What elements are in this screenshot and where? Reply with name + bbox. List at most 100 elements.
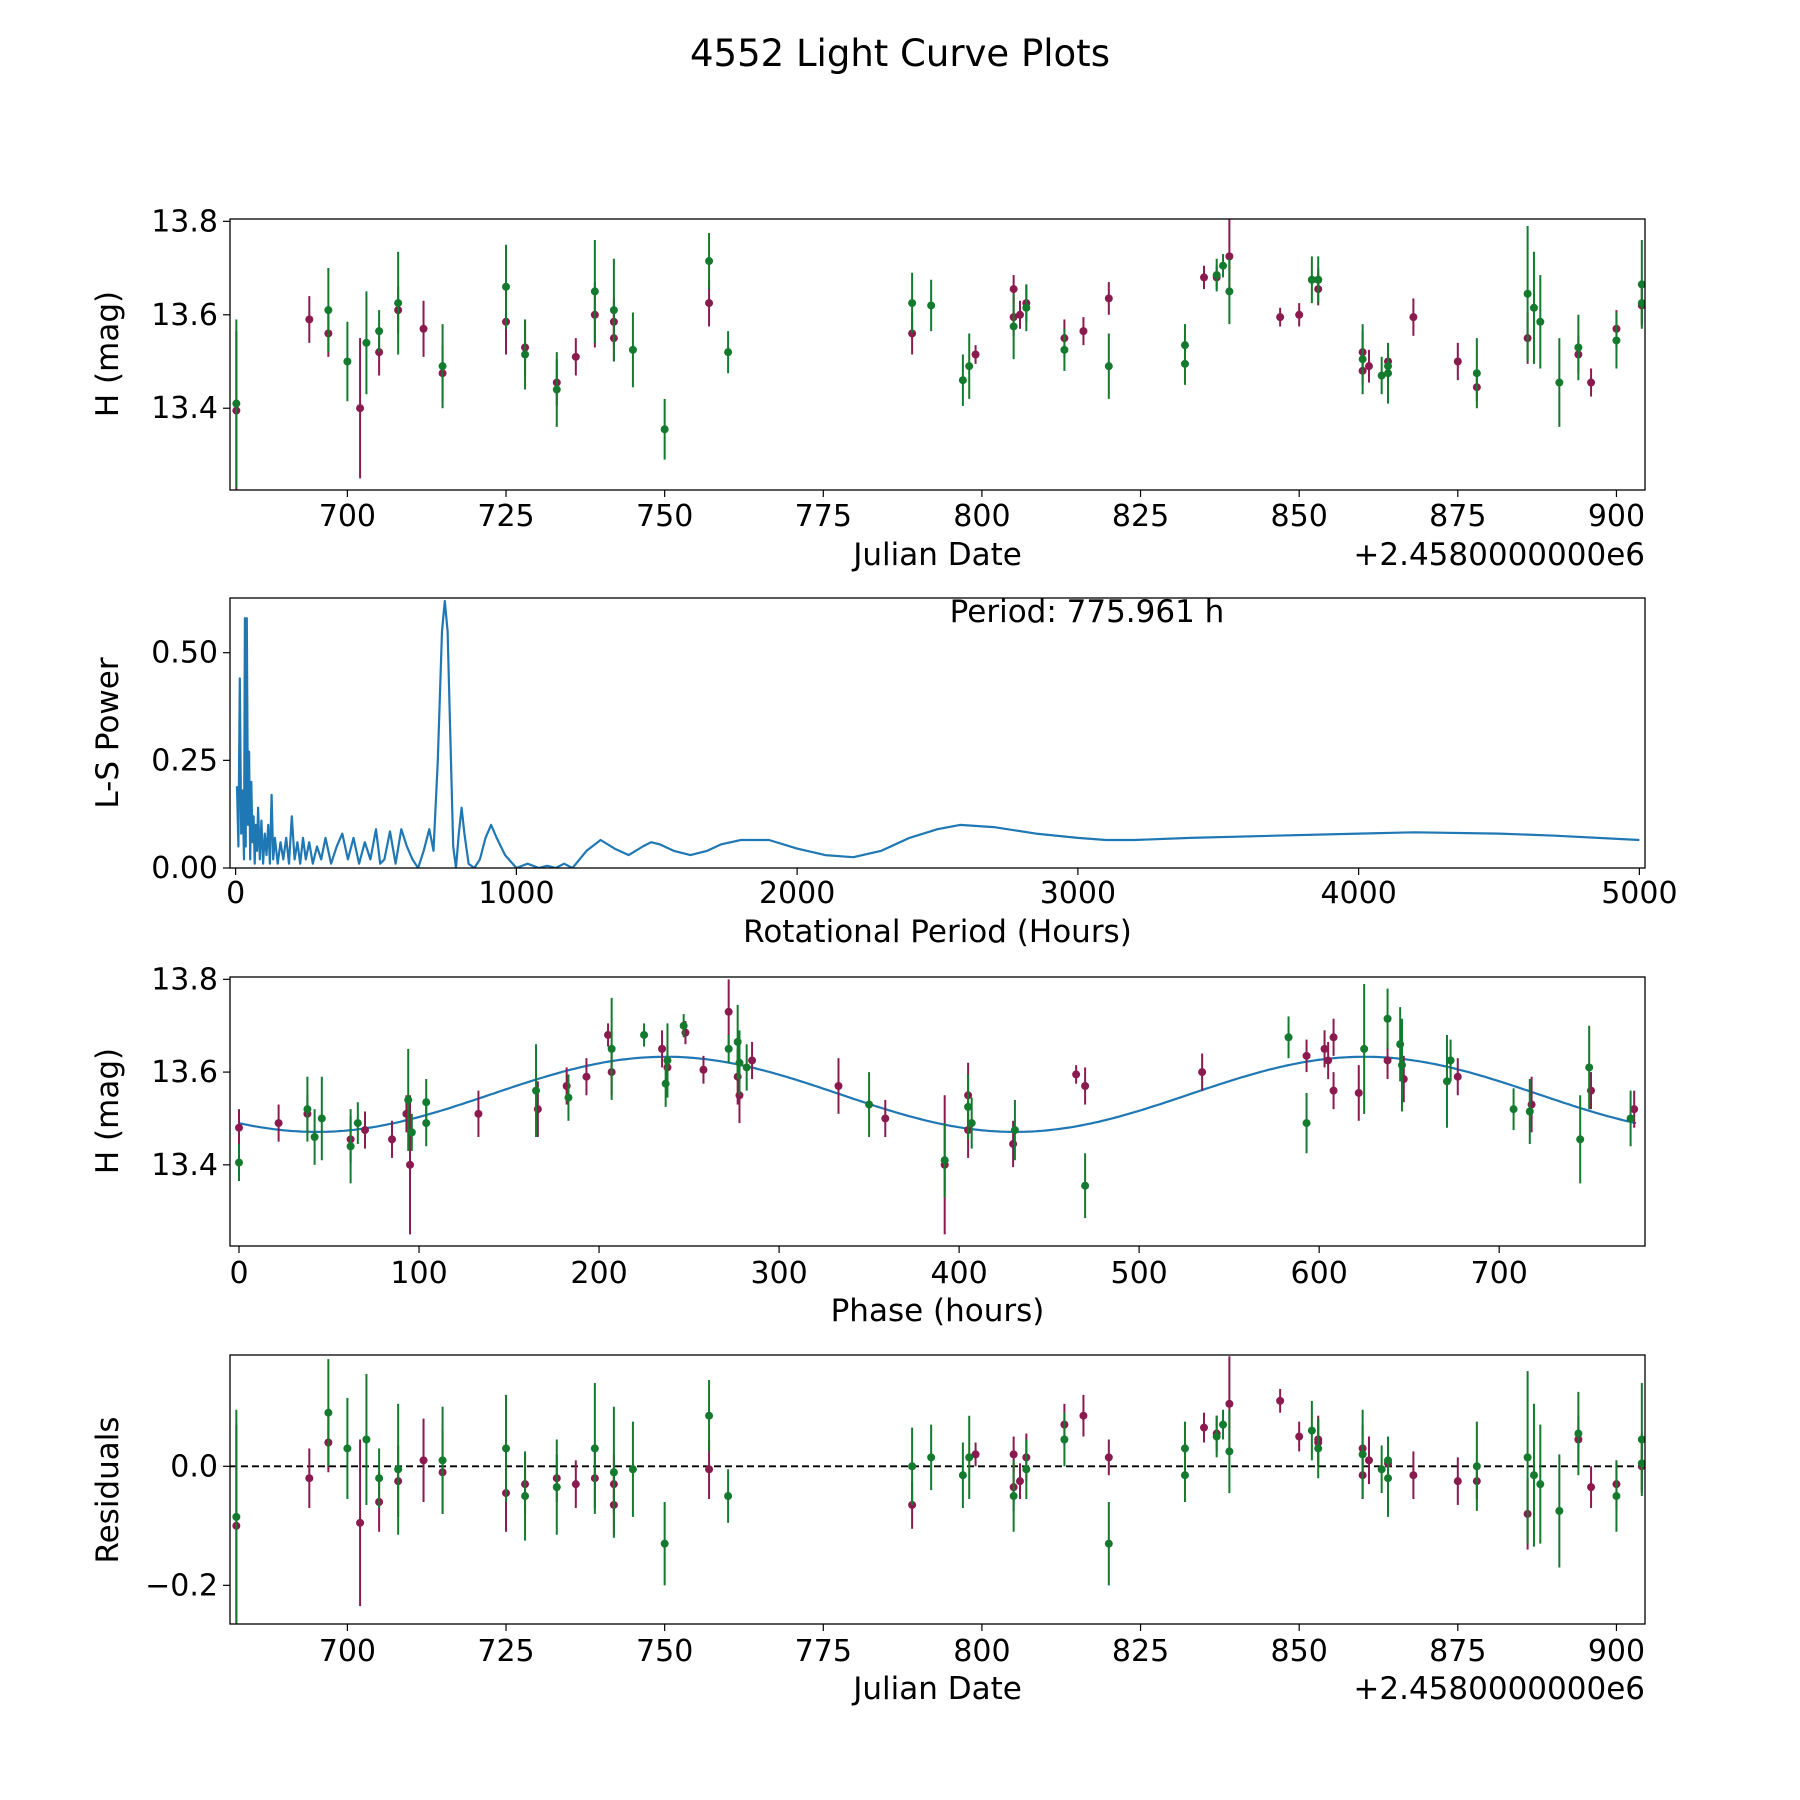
data-point (1576, 1135, 1585, 1144)
axes-frame (229, 218, 1646, 491)
figure-title: 4552 Light Curve Plots (690, 32, 1110, 75)
data-point (1630, 1105, 1639, 1114)
data-point (742, 1063, 751, 1072)
y-tick-label: 13.8 (151, 204, 218, 239)
y-tick-label: −0.2 (145, 1568, 218, 1603)
y-tick-label: 13.6 (151, 1055, 218, 1090)
data-point (1364, 362, 1373, 371)
data-point (404, 1095, 413, 1104)
y-tick-label: 0.00 (151, 851, 218, 886)
data-point (343, 357, 352, 366)
data-point (1081, 1181, 1090, 1190)
data-point (317, 1114, 326, 1123)
data-point (582, 1072, 591, 1081)
data-point (375, 1474, 384, 1483)
data-point (1364, 1456, 1373, 1465)
data-point (1015, 1477, 1024, 1486)
x-tick-label: 4000 (1320, 876, 1396, 911)
data-point (1612, 1492, 1621, 1501)
x-tick-label: 800 (953, 499, 1010, 534)
data-point (1225, 252, 1234, 261)
data-point (356, 1518, 365, 1527)
x-tick-label: 300 (750, 1256, 807, 1291)
data-point (521, 1492, 530, 1501)
y-axis-label: Residuals (90, 1416, 126, 1563)
data-point (705, 1465, 714, 1474)
x-tick-label: 700 (319, 499, 376, 534)
data-point (1637, 1459, 1645, 1468)
x-tick-label: 1000 (478, 876, 554, 911)
data-point (419, 1456, 428, 1465)
data-point (1472, 369, 1481, 378)
x-tick-label: 700 (1471, 1256, 1528, 1291)
data-point (735, 1058, 744, 1067)
data-point (552, 385, 561, 394)
data-point (1529, 1471, 1538, 1480)
data-point (1587, 378, 1596, 387)
data-point (1612, 336, 1621, 345)
power-line (235, 599, 1640, 868)
data-point (1200, 1423, 1209, 1432)
y-axis-label: H (mag) (90, 291, 126, 417)
data-point (1358, 1450, 1367, 1459)
x-axis-label: Julian Date (851, 537, 1022, 573)
data-point (394, 1465, 403, 1474)
data-point (1060, 1435, 1069, 1444)
x-tick-label: 825 (1112, 499, 1169, 534)
data-point (908, 1462, 917, 1471)
y-tick-label: 0.0 (170, 1449, 218, 1484)
data-point (394, 299, 403, 308)
data-point (521, 350, 530, 359)
data-point (1225, 287, 1234, 296)
data-point (438, 1456, 447, 1465)
data-point (628, 345, 637, 354)
data-point (834, 1081, 843, 1090)
plot-area (235, 599, 1640, 868)
y-axis-label: H (mag) (90, 1048, 126, 1174)
x-tick-label: 850 (1271, 1634, 1328, 1669)
data-point (660, 1539, 669, 1548)
x-tick-label: 500 (1110, 1256, 1167, 1291)
data-point (1383, 1056, 1392, 1065)
plot-area (235, 979, 1639, 1235)
plot-area (230, 1356, 1645, 1624)
data-point (324, 306, 333, 315)
data-point (388, 1135, 397, 1144)
data-point (1574, 343, 1583, 352)
x-tick-label: 0 (229, 1256, 248, 1291)
data-point (1072, 1070, 1081, 1079)
data-point (346, 1142, 355, 1151)
data-point (1585, 1063, 1594, 1072)
axes-frame (229, 597, 1646, 869)
data-point (965, 362, 974, 371)
data-point (1009, 1450, 1018, 1459)
data-point (724, 1492, 733, 1501)
data-point (1198, 1068, 1207, 1077)
data-point (474, 1109, 483, 1118)
data-point (362, 338, 371, 347)
data-point (609, 1468, 618, 1477)
data-point (1010, 1126, 1019, 1135)
data-point (604, 1030, 613, 1039)
data-point (1409, 1471, 1418, 1480)
data-point (274, 1119, 283, 1128)
data-point (590, 287, 599, 296)
x-tick-label: 725 (477, 499, 534, 534)
y-tick-label: 0.50 (151, 636, 218, 671)
panel-phased: 0 100 200 300 400 500 600 700 13.4 13.6 13.8 Phase … (90, 962, 1646, 1329)
data-point (1637, 299, 1645, 308)
data-point (1453, 1072, 1462, 1081)
data-point (1219, 1420, 1228, 1429)
y-tick-label: 13.4 (151, 1148, 218, 1183)
x-tick-label: 600 (1291, 1256, 1348, 1291)
x-tick-label: 875 (1429, 499, 1486, 534)
data-point (1320, 1044, 1329, 1053)
data-point (1284, 1033, 1293, 1042)
data-point (1442, 1077, 1451, 1086)
data-point (1180, 359, 1189, 368)
data-point (1409, 313, 1418, 322)
x-tick-label: 900 (1588, 1634, 1645, 1669)
data-point (748, 1056, 757, 1065)
data-point (628, 1465, 637, 1474)
data-point (232, 1512, 241, 1521)
